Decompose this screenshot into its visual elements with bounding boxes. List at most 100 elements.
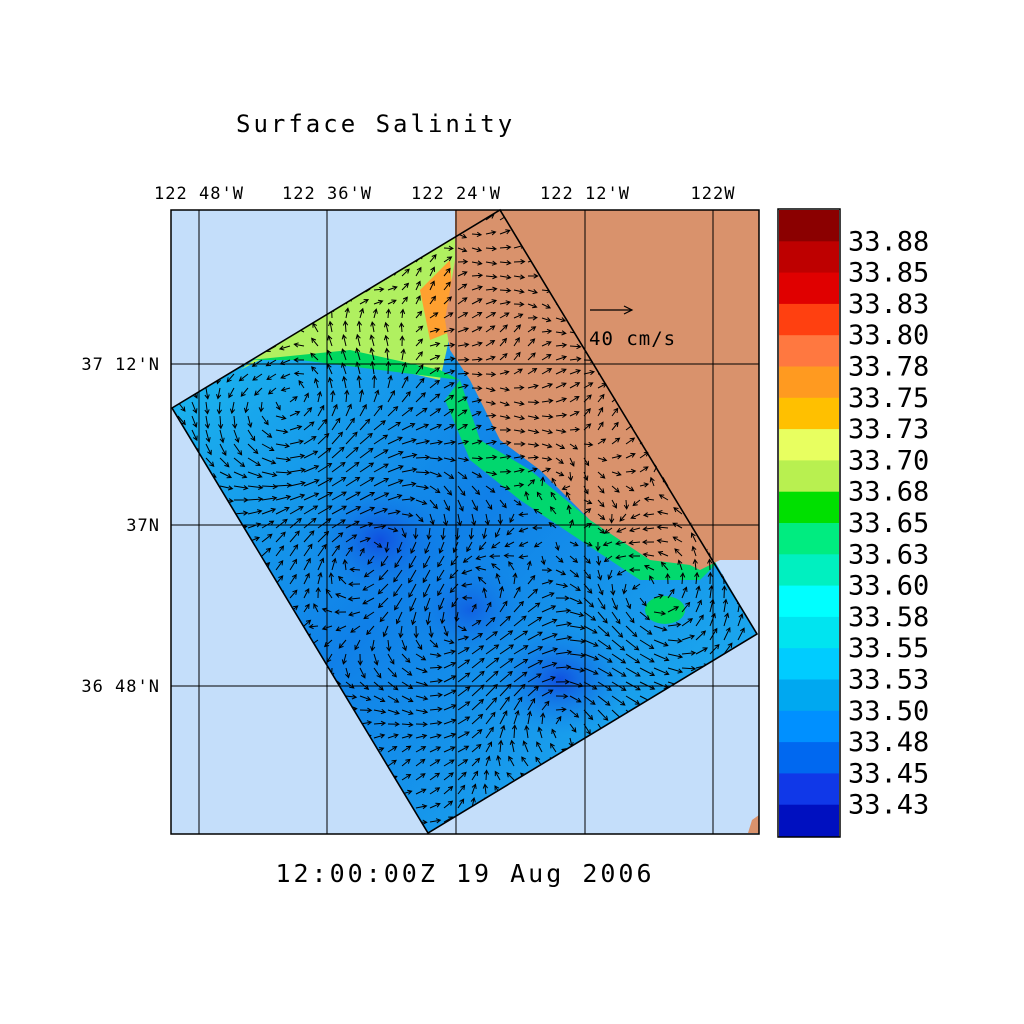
current-vector — [377, 597, 389, 609]
current-vector — [471, 485, 481, 496]
current-vector — [379, 611, 389, 623]
current-vector — [549, 506, 557, 515]
current-vector — [401, 296, 408, 305]
current-vector — [639, 653, 655, 663]
current-vector — [653, 610, 667, 616]
current-vector — [373, 434, 389, 445]
current-vector — [485, 425, 497, 432]
current-vector — [489, 553, 501, 559]
current-vector — [345, 546, 353, 557]
current-vector — [443, 457, 456, 463]
current-vector — [275, 518, 288, 529]
current-vector — [483, 769, 490, 781]
current-vector — [335, 593, 347, 599]
current-vector — [415, 338, 424, 347]
current-vector — [443, 408, 455, 417]
current-vector — [499, 300, 512, 306]
current-vector — [429, 759, 441, 767]
current-vector — [429, 471, 443, 478]
current-vector — [625, 468, 637, 475]
current-vector — [429, 706, 443, 712]
current-vector — [415, 513, 424, 523]
current-vector — [569, 343, 582, 350]
current-vector — [513, 499, 522, 506]
current-vector — [289, 506, 304, 515]
current-vector — [597, 421, 604, 431]
current-vector — [204, 415, 210, 430]
current-vector — [443, 424, 455, 431]
colorbar-swatch — [779, 491, 839, 524]
current-vector — [437, 583, 445, 597]
current-vector — [527, 631, 543, 641]
current-vector — [331, 505, 348, 515]
current-vector — [604, 527, 613, 534]
current-vector — [443, 281, 451, 291]
current-vector — [555, 715, 562, 725]
current-vector — [313, 377, 319, 389]
current-vector — [513, 630, 529, 641]
current-vector — [541, 383, 554, 389]
current-vector — [499, 485, 511, 491]
current-vector — [513, 324, 522, 333]
lon-tick-label: 122W — [691, 184, 736, 204]
current-vector — [513, 600, 524, 613]
current-vector — [541, 661, 558, 669]
current-vector — [471, 713, 484, 725]
current-vector — [506, 527, 515, 536]
current-vector — [443, 245, 454, 251]
current-vector — [317, 447, 332, 459]
current-vector — [466, 541, 473, 553]
current-vector — [233, 457, 246, 468]
current-vector — [366, 625, 375, 636]
current-vector — [569, 625, 586, 631]
colorbar-swatch — [779, 648, 839, 681]
current-vector — [541, 456, 553, 462]
current-vector — [513, 586, 521, 599]
current-vector — [229, 401, 236, 415]
current-vector — [408, 569, 417, 584]
current-vector — [243, 401, 249, 414]
current-vector — [461, 595, 473, 601]
current-vector — [401, 639, 407, 652]
current-vector — [457, 271, 468, 277]
colorbar-swatch — [779, 366, 839, 399]
current-vector — [359, 707, 373, 713]
current-vector — [630, 513, 641, 519]
current-vector — [723, 626, 731, 641]
current-vector — [345, 403, 352, 417]
current-vector — [261, 471, 278, 478]
current-vector — [597, 611, 608, 624]
current-vector — [261, 443, 275, 451]
current-vector — [625, 485, 635, 492]
current-vector — [485, 387, 496, 393]
current-vector — [527, 399, 540, 405]
current-vector — [303, 603, 310, 613]
current-vector — [649, 575, 655, 585]
current-vector — [409, 597, 417, 612]
current-vector — [513, 671, 528, 683]
current-vector — [694, 571, 700, 585]
current-vector — [233, 485, 249, 491]
current-vector — [603, 555, 613, 563]
current-vector — [429, 312, 439, 319]
current-vector — [485, 741, 492, 753]
current-vector — [595, 555, 602, 567]
current-vector — [345, 431, 358, 445]
current-vector — [555, 330, 567, 336]
current-vector — [247, 496, 264, 502]
current-vector — [625, 653, 641, 664]
current-vector — [457, 327, 470, 333]
current-vector — [331, 544, 341, 557]
current-vector — [415, 351, 423, 361]
current-vector — [541, 429, 554, 435]
current-vector — [345, 476, 361, 487]
current-vector — [373, 667, 382, 679]
current-vector — [331, 461, 346, 473]
current-vector — [359, 307, 365, 319]
current-vector — [275, 506, 290, 515]
current-vector — [359, 432, 373, 445]
current-vector — [499, 287, 512, 294]
colorbar-swatch — [779, 585, 839, 618]
current-vector — [443, 759, 455, 767]
current-vector — [438, 597, 445, 611]
